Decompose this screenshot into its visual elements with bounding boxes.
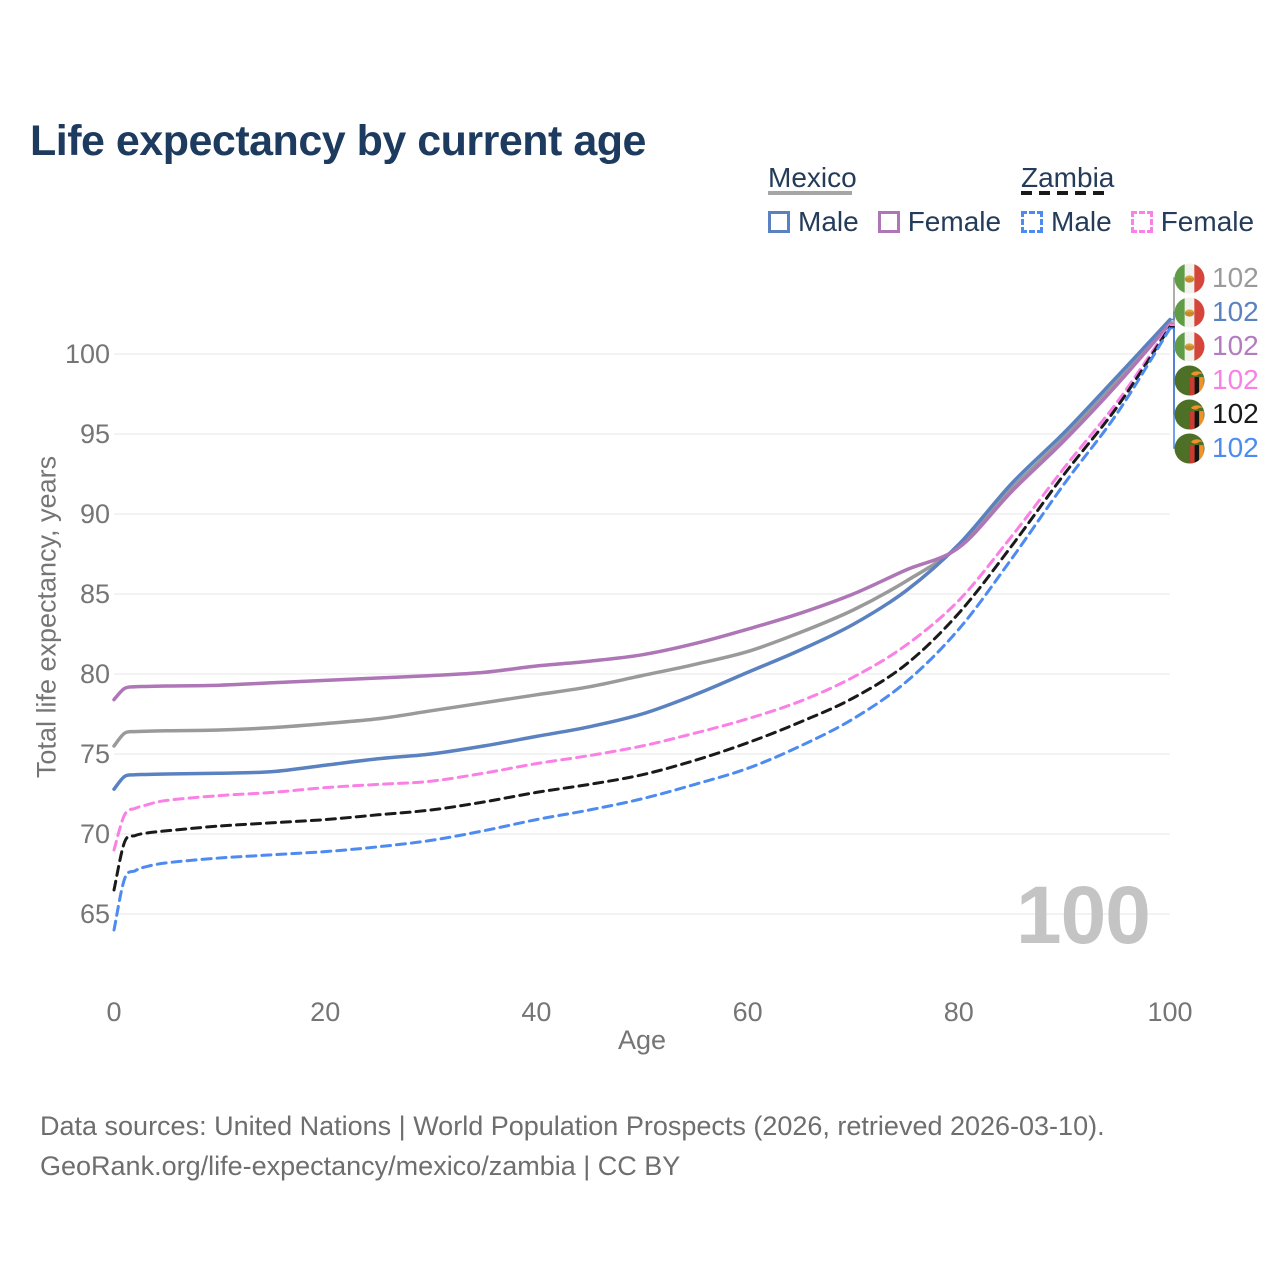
mexico-flag-icon xyxy=(1174,297,1205,328)
series-line-mexico-male[interactable] xyxy=(112,317,1172,791)
y-tick-label: 85 xyxy=(80,579,110,609)
x-tick-label: 60 xyxy=(733,997,763,1027)
series-line-zambia-both[interactable] xyxy=(112,325,1172,892)
mexico-flag-icon xyxy=(1174,331,1205,362)
end-label-mexico-both: 102 xyxy=(1174,262,1259,294)
end-value: 102 xyxy=(1212,262,1259,293)
data-source-footer: Data sources: United Nations | World Pop… xyxy=(40,1106,1105,1186)
x-tick-label: 100 xyxy=(1147,997,1192,1027)
zambia-flag-icon xyxy=(1174,365,1205,396)
end-label-zambia-both: 102 xyxy=(1174,398,1259,430)
y-tick-label: 90 xyxy=(80,499,110,529)
legend-label-zambia-male[interactable]: Male xyxy=(1051,206,1112,237)
series-line-zambia-female[interactable] xyxy=(112,323,1172,852)
legend-label-mexico-male[interactable]: Male xyxy=(798,206,859,237)
end-value: 102 xyxy=(1212,296,1259,327)
x-tick-label: 0 xyxy=(106,997,121,1027)
zambia-dashed-line-swatch xyxy=(1021,191,1107,195)
series-line-mexico-female[interactable] xyxy=(112,321,1172,702)
y-tick-label: 75 xyxy=(80,739,110,769)
legend-country-mexico[interactable]: Mexico xyxy=(768,162,857,193)
y-tick-label: 100 xyxy=(65,339,110,369)
y-tick-label: 80 xyxy=(80,659,110,689)
y-tick-label: 65 xyxy=(80,899,110,929)
y-tick-label: 95 xyxy=(80,419,110,449)
footer-line-1: Data sources: United Nations | World Pop… xyxy=(40,1111,1105,1141)
end-value: 102 xyxy=(1212,432,1259,463)
legend-swatch-mexico-female[interactable] xyxy=(877,211,900,233)
end-label-zambia-male: 102 xyxy=(1174,432,1259,464)
end-value: 102 xyxy=(1212,364,1259,395)
page-title: Life expectancy by current age xyxy=(30,116,646,165)
legend-swatch-mexico-male[interactable] xyxy=(768,211,790,233)
end-label-mexico-male: 102 xyxy=(1174,296,1259,328)
x-axis-title: Age xyxy=(618,1025,666,1055)
zambia-flag-icon xyxy=(1174,399,1205,430)
legend-swatch-zambia-male[interactable] xyxy=(1021,211,1043,233)
x-tick-label: 20 xyxy=(310,997,340,1027)
x-tick-label: 80 xyxy=(944,997,974,1027)
series-line-mexico-both[interactable] xyxy=(112,320,1172,748)
y-tick-label: 70 xyxy=(80,819,110,849)
legend-group-zambia: Zambia Male Female xyxy=(1021,162,1254,237)
mexico-solid-line-swatch xyxy=(768,191,852,195)
end-value: 102 xyxy=(1212,330,1259,361)
end-value: 102 xyxy=(1212,398,1259,429)
x-tick-label: 40 xyxy=(521,997,551,1027)
current-age-watermark: 100 xyxy=(1016,870,1151,961)
legend-group-mexico: Mexico Male Female xyxy=(768,162,1001,237)
legend-country-zambia[interactable]: Zambia xyxy=(1021,162,1115,193)
y-axis-title: Total life expectancy, years xyxy=(31,455,62,779)
mexico-flag-icon xyxy=(1174,263,1205,294)
legend-label-mexico-female[interactable]: Female xyxy=(907,206,1002,237)
legend-swatch-zambia-female[interactable] xyxy=(1130,211,1153,233)
footer-line-2: GeoRank.org/life-expectancy/mexico/zambi… xyxy=(40,1151,681,1181)
series-line-zambia-male[interactable] xyxy=(112,326,1172,932)
end-label-zambia-female: 102 xyxy=(1174,364,1259,396)
zambia-flag-icon xyxy=(1174,433,1205,464)
legend-label-zambia-female[interactable]: Female xyxy=(1160,206,1255,237)
end-label-mexico-female: 102 xyxy=(1174,330,1259,362)
